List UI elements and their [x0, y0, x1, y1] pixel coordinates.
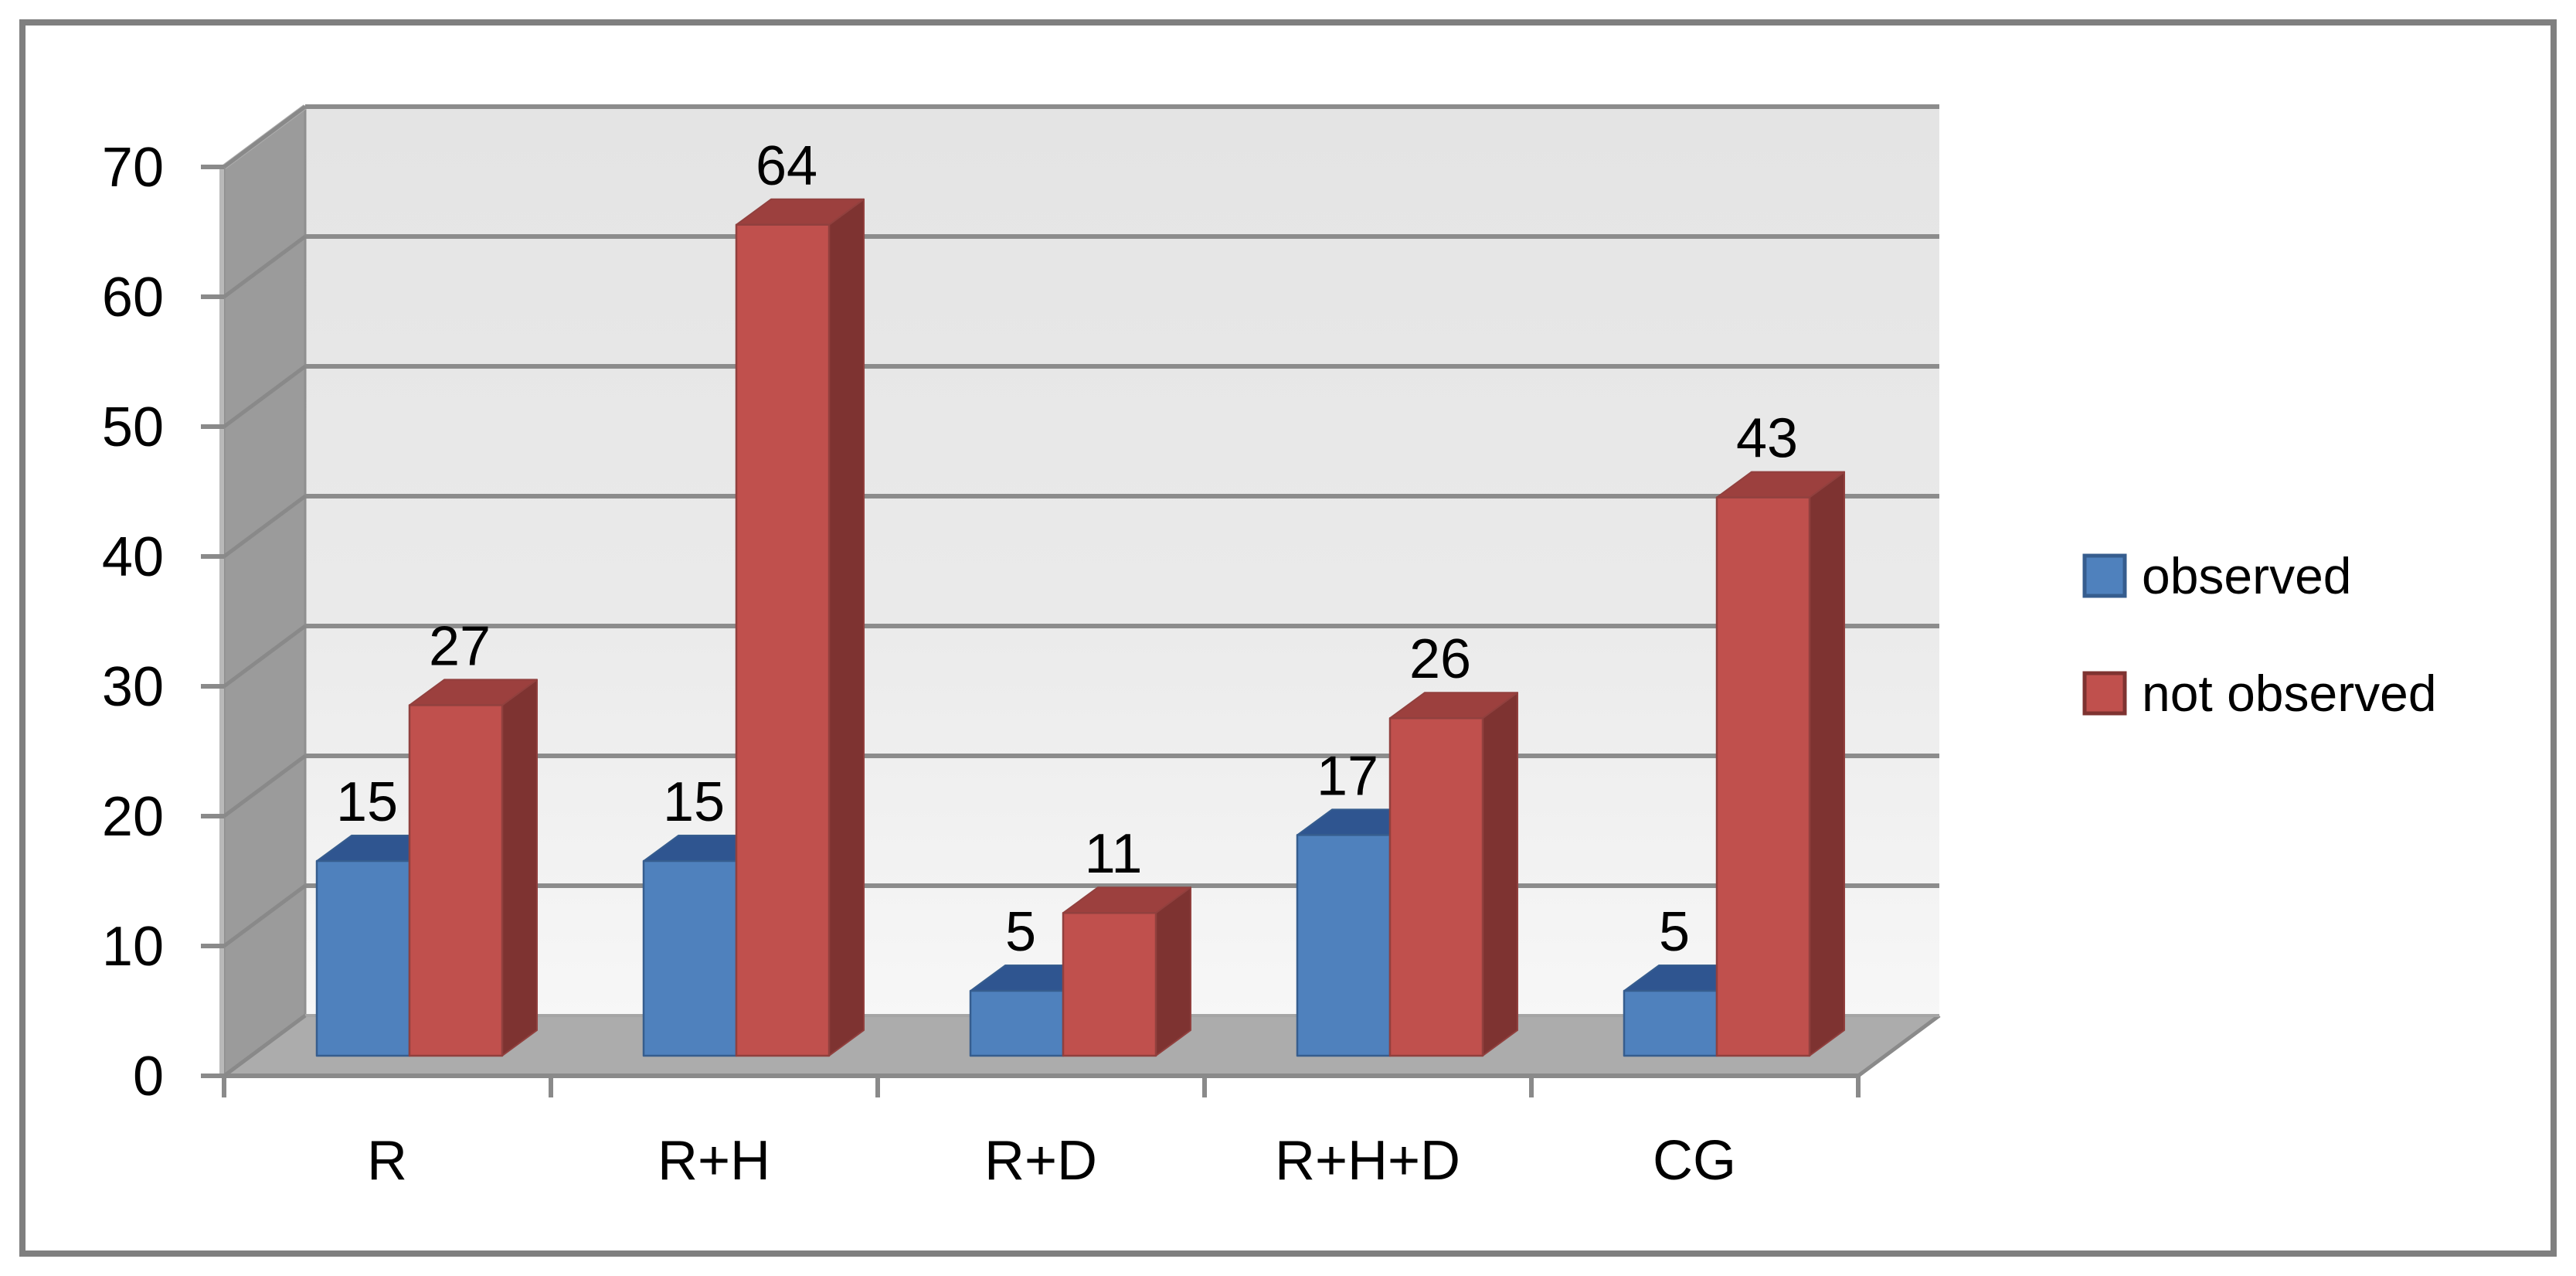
y-tick-label: 60 — [102, 267, 164, 328]
y-tick-label: 40 — [102, 526, 164, 588]
side-wall-gridline — [223, 754, 307, 818]
data-label: 17 — [1317, 745, 1378, 807]
data-label: 5 — [1005, 901, 1036, 963]
bar-side-face — [1155, 886, 1191, 1057]
floor-right-edge — [1857, 1013, 1941, 1078]
bar-side-face — [1482, 692, 1518, 1057]
category-label: R — [367, 1130, 407, 1192]
data-label: 11 — [1085, 823, 1143, 885]
y-tick-label: 0 — [133, 1046, 164, 1108]
category-label: R+H — [658, 1130, 770, 1192]
bar-side-face — [1809, 471, 1845, 1057]
bar-side-face — [828, 198, 865, 1057]
side-wall-gridline — [223, 1013, 307, 1078]
side-wall-gridline — [223, 364, 307, 429]
category-label: R+D — [984, 1130, 1097, 1192]
data-label: 43 — [1736, 408, 1798, 470]
y-tick-label: 20 — [102, 786, 164, 848]
back-wall — [305, 107, 1939, 1016]
y-axis: 0 10 20 30 40 50 60 70 — [102, 137, 224, 1108]
bar-front-face — [1296, 834, 1392, 1057]
bar-side-face — [501, 679, 538, 1057]
y-tick-label: 70 — [102, 137, 164, 199]
data-labels: 15 27 15 64 5 11 17 26 5 43 — [336, 135, 1798, 963]
data-label: 27 — [429, 615, 491, 677]
bar-not-observed-R+D — [1062, 886, 1191, 1057]
data-label: 26 — [1409, 628, 1471, 690]
side-wall — [223, 105, 307, 1077]
bar-not-observed-CG — [1715, 471, 1845, 1057]
side-wall-gridline — [223, 234, 307, 299]
bar-front-face — [969, 989, 1065, 1057]
bar-not-observed-R+H — [735, 198, 865, 1057]
side-wall-gridline — [223, 104, 307, 169]
bar-not-observed-R+H+D — [1388, 692, 1518, 1057]
bar-front-face — [735, 223, 831, 1057]
side-wall-gridline — [223, 624, 307, 689]
bar-not-observed-R — [408, 679, 538, 1057]
data-label: 64 — [756, 135, 817, 197]
bars — [315, 198, 1845, 1057]
bar-front-face — [1623, 989, 1718, 1057]
bar-front-face — [1715, 496, 1811, 1057]
bar-front-face — [1388, 716, 1484, 1057]
category-label: R+H+D — [1275, 1130, 1460, 1192]
legend-swatch-observed — [2082, 553, 2127, 598]
data-label: 15 — [336, 771, 398, 833]
legend-label: observed — [2142, 547, 2352, 604]
side-wall-gridline — [223, 494, 307, 559]
bar-front-face — [408, 704, 504, 1057]
data-label: 5 — [1659, 901, 1690, 963]
legend-label: not observed — [2142, 665, 2437, 722]
bar-front-face — [1062, 911, 1157, 1057]
category-label: CG — [1653, 1130, 1736, 1192]
bar-front-face — [315, 859, 411, 1057]
chart-frame-border — [19, 19, 2557, 1257]
data-label: 15 — [663, 771, 725, 833]
side-wall-gridline — [223, 883, 307, 948]
legend-swatch-not-observed — [2082, 671, 2127, 716]
y-tick-label: 50 — [102, 396, 164, 458]
bar-front-face — [642, 859, 738, 1057]
x-axis: R R+H R+D R+H+D CG — [222, 1076, 1861, 1192]
y-tick-label: 30 — [102, 656, 164, 718]
legend: observed not observed — [2082, 547, 2437, 722]
y-tick-label: 10 — [102, 916, 164, 978]
